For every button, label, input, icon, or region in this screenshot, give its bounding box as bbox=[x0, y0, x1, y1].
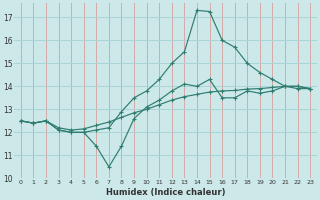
X-axis label: Humidex (Indice chaleur): Humidex (Indice chaleur) bbox=[106, 188, 225, 197]
